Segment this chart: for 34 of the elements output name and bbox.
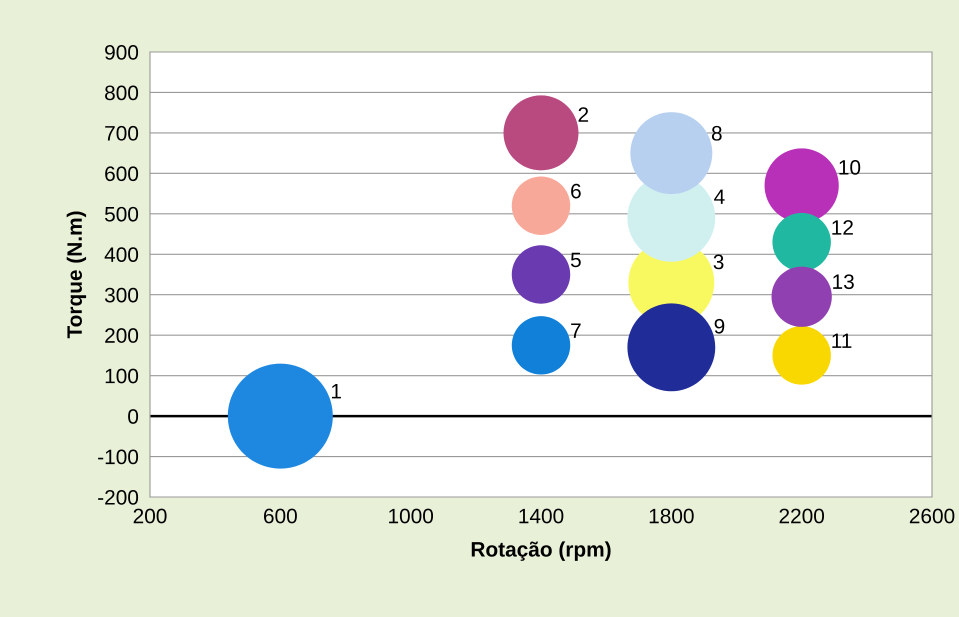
x-axis-title: Rotação (rpm) (472, 541, 611, 561)
x-tick-label: 2200 (780, 508, 824, 524)
y-tick-label: -200 (98, 490, 138, 505)
series-label: 12 (832, 220, 853, 235)
x-tick-label: 200 (134, 508, 167, 524)
series-label: 4 (714, 190, 725, 204)
x-tick-label: 1800 (650, 508, 694, 524)
y-tick-label: -100 (98, 450, 138, 464)
y-tick-label: 900 (105, 45, 138, 60)
series-label: 13 (833, 274, 854, 290)
y-tick-label: 800 (105, 85, 138, 100)
series-label: 1 (332, 384, 341, 398)
series-label: 7 (571, 323, 581, 338)
y-tick-label: 600 (105, 166, 138, 182)
y-tick-label: 500 (104, 206, 138, 222)
series-label: 8 (712, 126, 722, 141)
series-label: 10 (839, 160, 860, 175)
y-tick-label: 0 (128, 409, 138, 424)
series-label: 3 (714, 254, 724, 270)
series-label: 9 (714, 318, 724, 334)
series-label: 2 (578, 107, 588, 122)
y-tick-label: 700 (105, 126, 138, 141)
x-tick-label: 1000 (389, 508, 434, 524)
y-tick-label: 400 (104, 247, 138, 262)
x-tick-label: 600 (264, 508, 297, 524)
y-axis-title: Torque (N.m) (66, 211, 86, 338)
y-tick-label: 100 (106, 368, 138, 384)
x-tick-label: 1400 (519, 508, 564, 524)
x-tick-label: 2600 (910, 508, 954, 524)
y-tick-label: 300 (104, 288, 138, 302)
series-label: 6 (571, 184, 581, 198)
series-label: 5 (570, 252, 581, 268)
y-tick-label: 200 (105, 328, 138, 343)
series-label: 11 (832, 334, 852, 348)
